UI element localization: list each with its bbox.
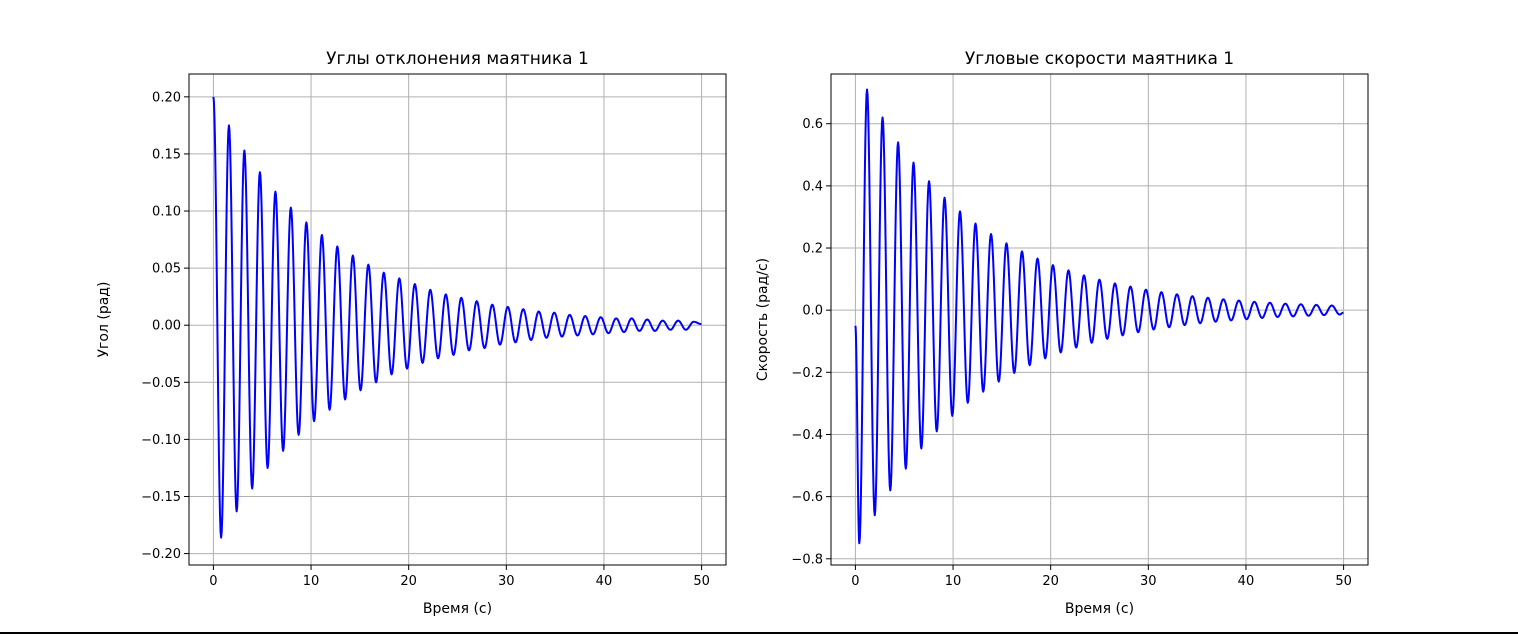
- series-line: [854, 88, 1345, 545]
- plot-frame: [830, 73, 1369, 566]
- plot-frame: [188, 73, 727, 566]
- x-tick-label: 0: [209, 574, 217, 589]
- y-tick-label: 0.2: [802, 242, 823, 257]
- chart-title: Углы отклонения маятника 1: [326, 49, 589, 69]
- chart-title: Угловые скорости маятника 1: [965, 49, 1234, 69]
- y-tick-label: −0.8: [791, 552, 823, 567]
- y-tick-label: −0.6: [791, 490, 823, 505]
- y-tick-label: −0.4: [791, 428, 823, 443]
- y-tick-label: −0.10: [141, 433, 181, 448]
- y-tick-label: 0.6: [802, 117, 823, 132]
- x-tick-label: 50: [693, 574, 710, 589]
- x-tick-label: 50: [1335, 574, 1352, 589]
- x-axis-label: Время (с): [1065, 601, 1134, 617]
- chart-angles: 0 10 20 30 40 50 −0.20 −0.15 −0.10 −0.05 0.00 0.05 0…: [96, 49, 727, 617]
- x-tick-label: 40: [596, 574, 613, 589]
- page-divider: [0, 632, 1518, 634]
- x-tick-label: 20: [400, 574, 417, 589]
- x-tick-label: 0: [851, 574, 859, 589]
- y-axis-label: Угол (рад): [96, 282, 112, 358]
- x-tick-label: 10: [303, 574, 320, 589]
- y-tick-label: −0.20: [141, 547, 181, 562]
- y-tick-label: −0.15: [141, 490, 181, 505]
- y-tick-label: −0.2: [791, 366, 823, 381]
- y-tick-label: −0.05: [141, 376, 181, 391]
- x-tick-label: 30: [1140, 574, 1157, 589]
- series-line: [212, 96, 702, 539]
- y-tick-label: 0.05: [152, 262, 181, 277]
- x-tick-label: 40: [1238, 574, 1255, 589]
- x-tick-label: 20: [1042, 574, 1059, 589]
- y-tick-label: 0.20: [152, 90, 181, 105]
- x-tick-label: 30: [498, 574, 515, 589]
- y-tick-label: 0.10: [152, 205, 181, 220]
- chart-velocities: 0 10 20 30 40 50 −0.8 −0.6 −0.4 −0.2 0.0 0.2 0.4 0.6 У…: [755, 49, 1369, 617]
- y-tick-label: 0.00: [152, 319, 181, 334]
- y-tick-label: 0.15: [152, 147, 181, 162]
- y-axis-label: Скорость (рад/с): [755, 258, 771, 381]
- y-tick-label: 0.0: [802, 304, 823, 319]
- x-axis-label: Время (с): [423, 601, 492, 617]
- y-tick-label: 0.4: [802, 179, 823, 194]
- x-tick-label: 10: [945, 574, 962, 589]
